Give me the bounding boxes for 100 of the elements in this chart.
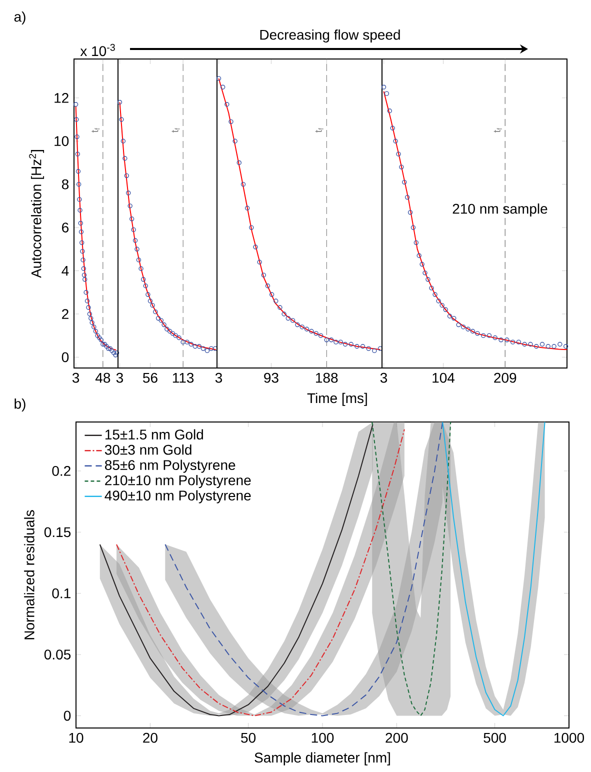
y-tick-label: 8 xyxy=(62,179,69,190)
x-tick-label: 188 xyxy=(316,372,338,383)
x-tick-label: 113 xyxy=(172,372,194,383)
legend-label: 15±1.5 nm Gold xyxy=(105,429,203,440)
point xyxy=(132,238,138,243)
point xyxy=(78,230,84,234)
point xyxy=(498,338,504,342)
point xyxy=(208,346,214,351)
point xyxy=(447,314,452,318)
point xyxy=(117,100,122,105)
point xyxy=(399,164,404,170)
x-tick-label: 3 xyxy=(380,372,388,383)
point xyxy=(74,117,79,122)
point xyxy=(429,286,434,290)
point xyxy=(348,342,354,347)
point xyxy=(156,316,161,321)
x-tick-label: 3 xyxy=(72,372,80,383)
x-tick-label: 500 xyxy=(484,732,506,743)
point xyxy=(314,331,318,336)
point xyxy=(140,277,146,282)
point xyxy=(80,258,86,262)
legend-label: 85±6 nm Polystyrene xyxy=(105,460,236,473)
point xyxy=(295,322,300,328)
point xyxy=(426,277,430,282)
point xyxy=(504,338,510,342)
point xyxy=(228,119,234,124)
point xyxy=(76,169,81,174)
point xyxy=(422,270,428,276)
point xyxy=(96,335,102,340)
point xyxy=(269,292,274,297)
annotation: 210 nm sample xyxy=(452,203,548,217)
point xyxy=(102,342,108,347)
point xyxy=(80,248,85,254)
point xyxy=(143,284,148,288)
point xyxy=(300,324,304,330)
point xyxy=(510,340,516,344)
point xyxy=(200,346,206,351)
point xyxy=(196,344,202,349)
point xyxy=(236,160,242,166)
y-axis-title: Normalized residuals xyxy=(24,510,34,640)
point xyxy=(404,194,410,200)
point xyxy=(122,156,128,161)
point xyxy=(486,333,492,338)
point xyxy=(98,338,104,342)
point xyxy=(158,318,164,323)
point xyxy=(126,190,131,196)
x-tick-label: 1000 xyxy=(554,732,584,743)
point xyxy=(73,102,78,107)
point xyxy=(188,342,194,347)
point xyxy=(420,262,424,267)
y-tick-label: 10 xyxy=(54,136,69,146)
point xyxy=(261,272,266,278)
point xyxy=(240,182,246,187)
point xyxy=(81,266,86,271)
point xyxy=(390,126,395,130)
y-tick-label: 0.1 xyxy=(52,588,70,598)
point xyxy=(402,180,407,185)
point xyxy=(290,318,296,323)
point xyxy=(113,352,118,358)
point xyxy=(387,108,392,114)
point xyxy=(136,258,142,262)
point xyxy=(440,302,444,308)
point xyxy=(153,309,158,314)
x-tick-label: 3 xyxy=(116,372,123,383)
y-tick-label: 4 xyxy=(62,266,69,276)
point xyxy=(76,182,82,187)
point xyxy=(528,342,533,347)
point xyxy=(75,152,80,156)
point xyxy=(167,328,172,334)
y-tick-label: 0 xyxy=(64,710,71,721)
text: a) xyxy=(14,11,26,25)
point xyxy=(220,84,226,90)
point xyxy=(224,102,230,107)
y-tick-label: 0 xyxy=(62,352,69,362)
point xyxy=(88,316,94,321)
point xyxy=(410,225,416,230)
point xyxy=(249,225,254,230)
point xyxy=(338,340,343,344)
point xyxy=(253,244,258,250)
point xyxy=(120,138,126,144)
point xyxy=(180,340,186,344)
point xyxy=(216,76,222,81)
point xyxy=(372,348,377,354)
point xyxy=(558,342,562,347)
legend-label: 210±10 nm Polystyrene xyxy=(105,474,251,488)
point xyxy=(244,206,250,210)
point xyxy=(393,138,398,144)
x-tick-label: 100 xyxy=(312,732,334,743)
y-axis-title: Autocorrelation [Hz$^{2}$] xyxy=(29,150,44,278)
ref-line-label: t$_{f}$ xyxy=(172,128,180,133)
x-tick-label: 209 xyxy=(494,372,516,383)
point xyxy=(104,344,109,349)
text: Decreasing flow speed xyxy=(260,29,400,43)
x-tick-label: 93 xyxy=(264,372,278,383)
point xyxy=(460,324,466,330)
point xyxy=(124,173,129,178)
point xyxy=(328,338,334,342)
y-tick-label: 2 xyxy=(62,309,68,319)
point xyxy=(170,331,176,336)
x-tick-label: 48 xyxy=(95,372,110,383)
